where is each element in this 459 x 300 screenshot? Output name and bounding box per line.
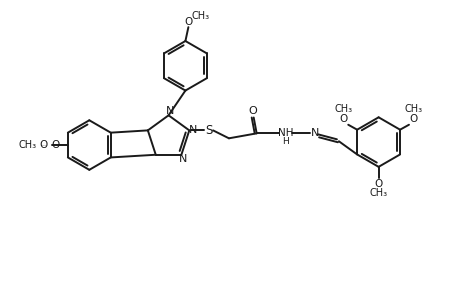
Text: O: O [184,17,192,27]
Text: O: O [374,179,382,189]
Text: O: O [409,114,417,124]
Text: CH₃: CH₃ [334,104,352,114]
Text: O: O [338,114,347,124]
Text: O: O [51,140,60,150]
Text: CH₃: CH₃ [18,140,36,150]
Text: methoxy: methoxy [40,144,47,146]
Text: CH₃: CH₃ [404,104,422,114]
Text: NH: NH [277,128,292,138]
Text: N: N [165,106,174,116]
Text: S: S [205,124,213,137]
Text: O: O [40,140,48,150]
Text: N: N [189,125,197,135]
Text: CH₃: CH₃ [191,11,209,21]
Text: N: N [179,154,187,164]
Text: CH₃: CH₃ [369,188,387,198]
Text: H: H [281,137,288,146]
Text: O: O [248,106,257,116]
Text: N: N [310,128,319,138]
